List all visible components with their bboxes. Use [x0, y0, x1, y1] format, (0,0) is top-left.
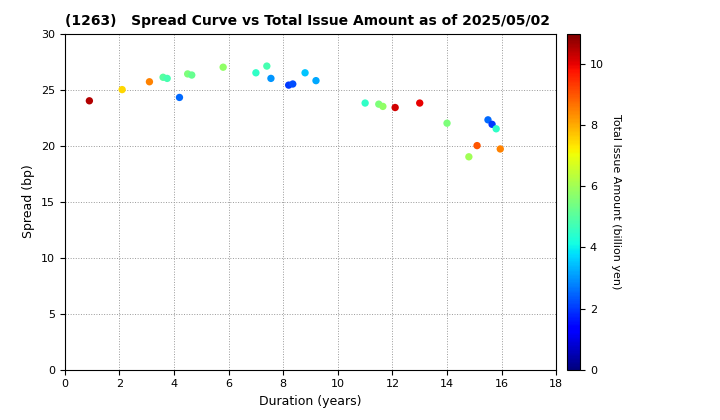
- Y-axis label: Spread (bp): Spread (bp): [22, 165, 35, 239]
- Point: [390, 104, 401, 111]
- X-axis label: Duration (years): Duration (years): [259, 395, 361, 408]
- Point: [490, 126, 502, 132]
- Point: [414, 100, 426, 106]
- Point: [482, 116, 494, 123]
- Point: [472, 142, 483, 149]
- Point: [250, 69, 261, 76]
- Point: [486, 121, 498, 128]
- Point: [495, 146, 506, 152]
- Point: [174, 94, 185, 101]
- Point: [161, 75, 173, 82]
- Point: [117, 86, 128, 93]
- Text: (1263)   Spread Curve vs Total Issue Amount as of 2025/05/02: (1263) Spread Curve vs Total Issue Amoun…: [65, 14, 550, 28]
- Point: [158, 74, 169, 81]
- Point: [463, 153, 474, 160]
- Point: [182, 71, 194, 77]
- Point: [84, 97, 95, 104]
- Point: [359, 100, 371, 106]
- Y-axis label: Total Issue Amount (billion yen): Total Issue Amount (billion yen): [611, 114, 621, 289]
- Point: [283, 82, 294, 89]
- Point: [265, 75, 276, 82]
- Point: [441, 120, 453, 126]
- Point: [186, 72, 197, 79]
- Point: [300, 69, 311, 76]
- Point: [310, 77, 322, 84]
- Point: [287, 81, 299, 87]
- Point: [373, 101, 384, 108]
- Point: [261, 63, 273, 69]
- Point: [377, 103, 389, 110]
- Point: [217, 64, 229, 71]
- Point: [144, 79, 156, 85]
